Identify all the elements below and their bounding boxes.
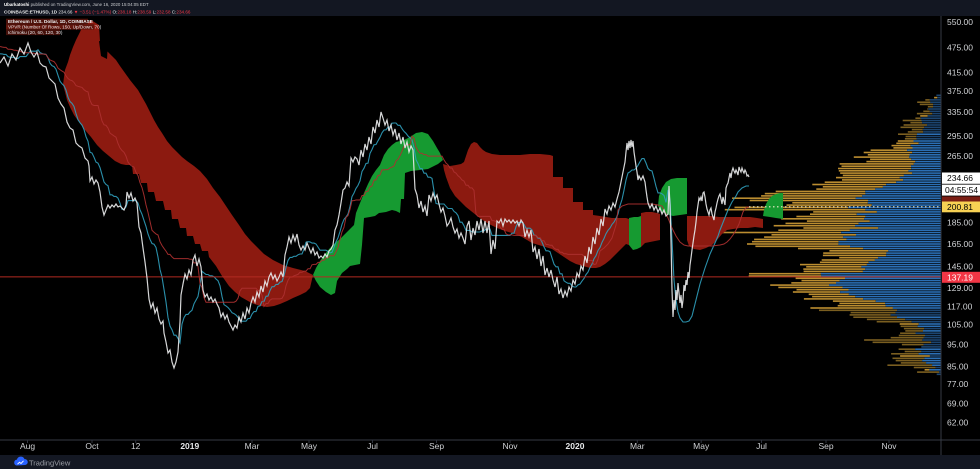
svg-text:TradingView: TradingView — [29, 459, 71, 468]
svg-text:200.81: 200.81 — [947, 202, 973, 212]
svg-text:105.00: 105.00 — [947, 320, 973, 330]
svg-text:Nov: Nov — [881, 441, 897, 451]
svg-text:295.00: 295.00 — [947, 131, 973, 141]
svg-text:375.00: 375.00 — [947, 86, 973, 96]
svg-text:Sep: Sep — [429, 441, 444, 451]
svg-text:85.00: 85.00 — [947, 362, 969, 372]
svg-text:129.00: 129.00 — [947, 283, 973, 293]
svg-text:69.00: 69.00 — [947, 399, 969, 409]
svg-text:95.00: 95.00 — [947, 340, 969, 350]
svg-text:475.00: 475.00 — [947, 42, 973, 52]
svg-text:04:55:54: 04:55:54 — [945, 185, 978, 195]
svg-text:12: 12 — [131, 441, 141, 451]
svg-text:Jul: Jul — [367, 441, 378, 451]
svg-text:335.00: 335.00 — [947, 107, 973, 117]
svg-text:234.66: 234.66 — [947, 173, 973, 183]
svg-text:Oct: Oct — [85, 441, 99, 451]
svg-text:117.00: 117.00 — [947, 302, 973, 312]
svg-text:Ethereum / U.S. Dollar, 1D, CO: Ethereum / U.S. Dollar, 1D, COINBASE — [8, 19, 93, 24]
svg-text:Mar: Mar — [245, 441, 260, 451]
svg-text:137.19: 137.19 — [947, 272, 973, 282]
svg-text:Ichimoku (20, 60, 120, 30): Ichimoku (20, 60, 120, 30) — [8, 30, 63, 35]
svg-text:Mar: Mar — [630, 441, 645, 451]
svg-text:185.00: 185.00 — [947, 218, 973, 228]
svg-text:VPVR (Number Of Rows, 150, Up/: VPVR (Number Of Rows, 150, Up/Down, 70) — [8, 25, 102, 30]
svg-text:Aug: Aug — [20, 441, 35, 451]
svg-text:77.00: 77.00 — [947, 379, 969, 389]
svg-text:Jul: Jul — [756, 441, 767, 451]
svg-text:COINBASE:ETHUSD, 1D 234.66 ▼ −: COINBASE:ETHUSD, 1D 234.66 ▼ −3.51 (−1.4… — [4, 10, 191, 15]
svg-text:415.00: 415.00 — [947, 67, 973, 77]
svg-text:May: May — [301, 441, 318, 451]
svg-text:265.00: 265.00 — [947, 151, 973, 161]
svg-text:550.00: 550.00 — [947, 17, 973, 27]
svg-text:2019: 2019 — [180, 441, 199, 451]
svg-text:2020: 2020 — [566, 441, 585, 451]
svg-text:145.00: 145.00 — [947, 261, 973, 271]
svg-text:May: May — [693, 441, 710, 451]
svg-text:62.00: 62.00 — [947, 417, 969, 427]
svg-text:Nov: Nov — [502, 441, 518, 451]
svg-text:165.00: 165.00 — [947, 239, 973, 249]
svg-text:Ubarkatoshi published on Tradi: Ubarkatoshi published on TradingView.com… — [4, 2, 149, 7]
svg-text:Sep: Sep — [818, 441, 833, 451]
